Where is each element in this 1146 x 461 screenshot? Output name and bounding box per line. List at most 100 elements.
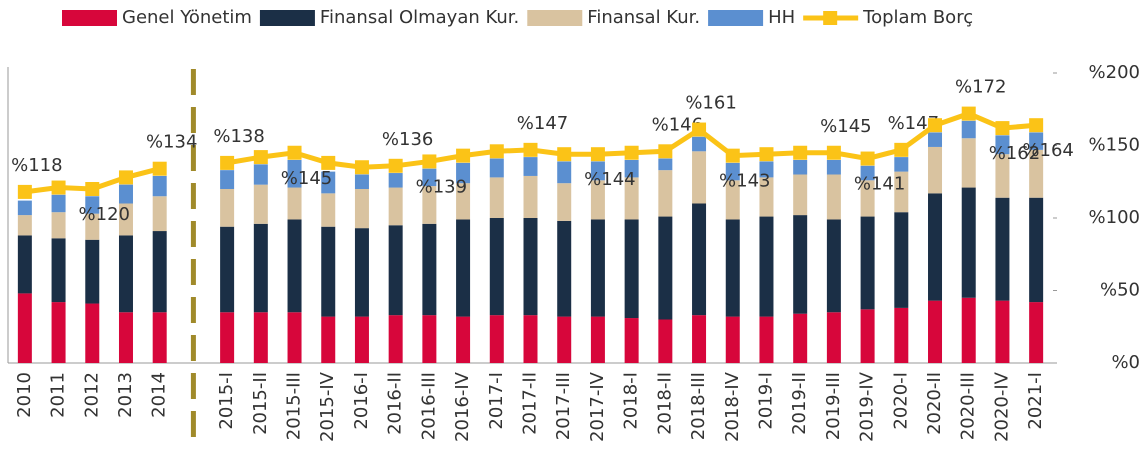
data-label: %145	[281, 168, 332, 189]
bar-segment	[1029, 149, 1044, 198]
bar-segment	[51, 302, 66, 363]
x-tick-label: 2015-I	[216, 372, 237, 430]
bar-segment	[118, 203, 133, 236]
bar-segment	[557, 220, 572, 317]
line-marker	[894, 142, 909, 157]
bar-segment	[321, 193, 336, 227]
x-tick-label: 2011	[48, 372, 69, 418]
x-tick-label: 2015-IV	[317, 371, 338, 442]
bar-segment	[826, 160, 841, 175]
line-marker	[220, 155, 235, 170]
line-marker	[725, 148, 740, 163]
bar-segment	[388, 225, 403, 316]
data-label: %161	[685, 93, 736, 114]
line-marker	[118, 170, 133, 185]
bar-segment	[220, 312, 235, 363]
bar-segment	[85, 303, 100, 363]
data-label: %136	[382, 129, 433, 150]
bar-segment	[489, 158, 504, 178]
bar-segment	[523, 315, 538, 363]
legend-swatch	[259, 10, 315, 26]
legend-label: Finansal Olmayan Kur.	[320, 7, 519, 28]
x-tick-label: 2018-I	[621, 372, 642, 430]
bar-segment	[624, 219, 639, 319]
bar-segment	[17, 293, 32, 363]
bar-segment	[995, 300, 1010, 363]
x-tick-label: 2017-I	[486, 372, 507, 430]
legend-label: Toplam Borç	[862, 7, 973, 28]
x-tick-label: 2020-III	[958, 372, 979, 440]
legend-swatch	[708, 10, 764, 26]
bar-segment	[456, 316, 471, 363]
x-tick-label: 2021-I	[1025, 372, 1046, 430]
line-marker	[51, 180, 66, 195]
bar-segment	[894, 307, 909, 363]
bar-segment	[759, 216, 774, 317]
data-label: %144	[584, 169, 635, 190]
y-tick-label: %50	[1100, 280, 1140, 301]
bar-segment	[894, 157, 909, 172]
line-marker	[928, 118, 943, 133]
x-tick-label: 2018-II	[654, 372, 675, 435]
data-label: %172	[955, 77, 1006, 98]
x-tick-label: 2019-I	[755, 372, 776, 430]
bar-segment	[590, 219, 605, 317]
data-label: %139	[416, 176, 467, 197]
data-label: %138	[213, 126, 264, 147]
bar-segment	[253, 164, 268, 185]
data-label: %145	[820, 116, 871, 137]
bar-segment	[961, 120, 976, 139]
line-marker	[759, 147, 774, 162]
bar-segment	[152, 312, 167, 363]
line-marker	[85, 182, 100, 196]
y-tick-label: %100	[1089, 207, 1140, 228]
bar-segment	[253, 312, 268, 363]
bar-segment	[961, 138, 976, 188]
line-marker	[523, 142, 538, 157]
bar-segment	[17, 200, 32, 216]
bar-segment	[152, 196, 167, 232]
bar-segment	[658, 170, 673, 217]
x-tick-label: 2013	[115, 372, 136, 418]
bar-segment	[995, 154, 1010, 198]
bar-segment	[118, 312, 133, 363]
bar-segment	[826, 219, 841, 313]
bar-segment	[220, 189, 235, 227]
bar-segment	[658, 319, 673, 363]
bar-segment	[523, 175, 538, 218]
data-label: %147	[888, 113, 939, 134]
x-tick-label: 2016-II	[385, 372, 406, 435]
bar-segment	[590, 316, 605, 363]
bar-segment	[422, 223, 437, 316]
bar-segment	[253, 184, 268, 224]
bar-segment	[928, 193, 943, 301]
line-marker	[793, 145, 808, 160]
bar-segment	[928, 300, 943, 363]
x-tick-label: 2015-III	[284, 372, 305, 440]
bar-segment	[1029, 302, 1044, 363]
line-marker	[995, 121, 1010, 136]
y-tick-label: %150	[1089, 135, 1140, 156]
line-marker	[321, 155, 336, 170]
line-marker	[692, 122, 707, 137]
line-marker	[826, 145, 841, 160]
line-marker	[658, 144, 673, 159]
bar-segment	[557, 161, 572, 184]
bar-segment	[51, 238, 66, 303]
bar-segment	[590, 161, 605, 181]
line-marker	[287, 145, 302, 160]
bar-segment	[118, 184, 133, 204]
bar-segment	[995, 135, 1010, 155]
data-label: %146	[652, 114, 703, 135]
bar-segment	[422, 168, 437, 187]
x-tick-label: 2018-IV	[722, 371, 743, 442]
bar-segment	[220, 170, 235, 189]
bar-segment	[624, 160, 639, 178]
bar-segment	[253, 223, 268, 313]
bar-segment	[321, 226, 336, 317]
y-tick-label: %200	[1089, 62, 1140, 83]
bar-segment	[692, 203, 707, 316]
data-label: %164	[1022, 140, 1073, 161]
bar-segment	[523, 157, 538, 176]
bar-segment	[658, 216, 673, 320]
